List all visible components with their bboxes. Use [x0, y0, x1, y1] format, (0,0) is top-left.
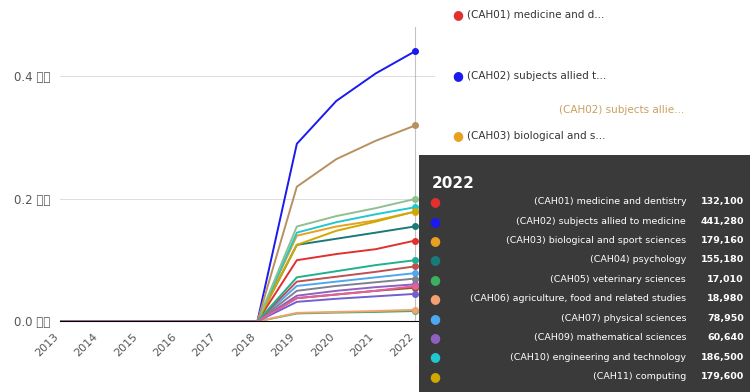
Text: (CAH15) social sciences: (CAH15) social sciences [559, 214, 684, 225]
Text: ●: ● [452, 251, 463, 264]
Text: (CAH03) biological and sport sciences: (CAH03) biological and sport sciences [506, 236, 686, 245]
Text: (CAH01) medicine and d...: (CAH01) medicine and d... [467, 10, 604, 20]
Text: ●: ● [430, 312, 441, 325]
Text: (CAH02) subjects allied t...: (CAH02) subjects allied t... [467, 71, 607, 81]
Text: ●: ● [430, 254, 441, 267]
Text: (CAH02) subjects allied to medicine: (CAH02) subjects allied to medicine [517, 217, 686, 226]
Text: (CAH07) physical sciences: (CAH07) physical sciences [561, 314, 686, 323]
Text: (CAH05) veterinary scien...: (CAH05) veterinary scien... [467, 253, 608, 263]
Text: ●: ● [430, 273, 441, 286]
Text: 179,160: 179,160 [700, 236, 744, 245]
Text: 441,280: 441,280 [700, 217, 744, 226]
Text: ●: ● [452, 129, 463, 142]
Text: 18,980: 18,980 [707, 294, 744, 303]
Text: ●: ● [430, 234, 441, 247]
Text: (CAH01) medicine and dentistry: (CAH01) medicine and dentistry [534, 197, 686, 206]
Text: (CAH04) psychology: (CAH04) psychology [590, 256, 686, 265]
Text: 2022: 2022 [432, 176, 475, 191]
Text: ●: ● [430, 195, 441, 208]
Text: ●: ● [452, 190, 463, 203]
Text: 60,640: 60,640 [707, 333, 744, 342]
Text: 78,950: 78,950 [707, 314, 744, 323]
Text: ●: ● [430, 350, 441, 363]
Text: ●: ● [430, 215, 441, 228]
Text: (CAH06) agriculture, food and related studies: (CAH06) agriculture, food and related st… [470, 294, 686, 303]
Text: 155,180: 155,180 [700, 256, 744, 265]
Text: ●: ● [452, 8, 463, 21]
Text: ●: ● [430, 331, 441, 344]
Text: (CAH02) subjects allie...: (CAH02) subjects allie... [559, 105, 684, 115]
Text: ●: ● [452, 69, 463, 82]
Text: (CAH17) business an...: (CAH17) business an... [559, 160, 678, 170]
Text: (CAH11) computing: (CAH11) computing [593, 372, 686, 381]
Text: (CAH03) biological and s...: (CAH03) biological and s... [467, 131, 606, 142]
Text: 132,100: 132,100 [700, 197, 744, 206]
Text: (CAH10) engineering and technology: (CAH10) engineering and technology [510, 352, 686, 361]
Text: (CAH04) psychology: (CAH04) psychology [467, 192, 573, 202]
Text: 179,600: 179,600 [700, 372, 744, 381]
Text: ●: ● [430, 370, 441, 383]
Text: (CAH05) veterinary sciences: (CAH05) veterinary sciences [550, 275, 686, 284]
Text: 17,010: 17,010 [707, 275, 744, 284]
Text: (CAH09) mathematical sciences: (CAH09) mathematical sciences [534, 333, 686, 342]
Text: ●: ● [430, 292, 441, 305]
Text: 186,500: 186,500 [700, 352, 744, 361]
